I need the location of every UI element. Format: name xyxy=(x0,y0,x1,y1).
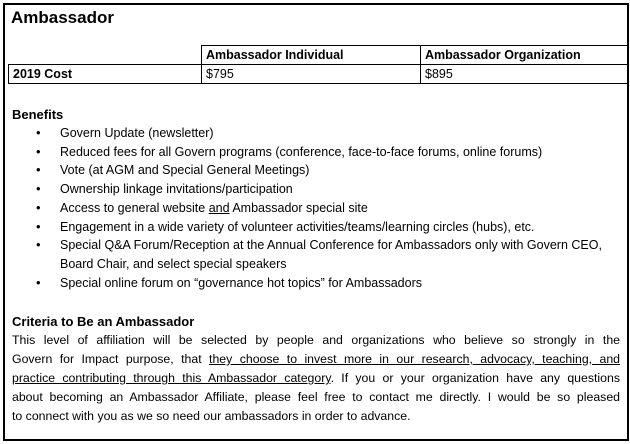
list-item: Engagement in a wide variety of voluntee… xyxy=(0,218,620,237)
paragraph-line: about becoming an Ambassador Affiliate, … xyxy=(12,388,620,407)
paragraph-line: to connect with you as we so need our am… xyxy=(12,407,620,426)
line-text: about becoming an Ambassador Affiliate, … xyxy=(12,390,620,404)
table-row: 2019 Cost $795 $895 xyxy=(8,64,629,84)
list-item: Special Q&A Forum/Reception at the Annua… xyxy=(0,236,620,273)
item-text: Access to general website xyxy=(60,200,209,215)
line-text: . If you or your organization have any q… xyxy=(330,371,620,385)
list-item: Govern Update (newsletter) xyxy=(0,124,620,143)
line-text: to connect with you as we so need our am… xyxy=(12,409,411,423)
benefits-heading: Benefits xyxy=(12,107,64,122)
table-cell: $895 xyxy=(420,64,629,84)
table-cell: 2019 Cost xyxy=(8,64,202,84)
table-cell: $795 xyxy=(201,64,421,84)
item-text: Ambassador special site xyxy=(229,200,368,215)
benefits-list: Govern Update (newsletter) Reduced fees … xyxy=(0,124,620,292)
list-item: Access to general website and Ambassador… xyxy=(0,199,620,218)
criteria-heading: Criteria to Be an Ambassador xyxy=(12,314,195,329)
cost-table: Ambassador Individual Ambassador Organiz… xyxy=(8,45,629,84)
table-header-row: Ambassador Individual Ambassador Organiz… xyxy=(8,45,629,65)
criteria-paragraph: This level of affiliation will be select… xyxy=(12,331,620,426)
line-text-underlined: they choose to invest more in our resear… xyxy=(209,352,620,366)
table-header-cell xyxy=(8,45,202,65)
table-header-cell: Ambassador Individual xyxy=(201,45,421,65)
page-title: Ambassador xyxy=(11,8,114,27)
paragraph-line: This level of affiliation will be select… xyxy=(12,331,620,350)
list-item: Ownership linkage invitations/participat… xyxy=(0,180,620,199)
line-text: Govern for Impact purpose, that xyxy=(12,352,210,366)
line-text-underlined: practice contributing through this Ambas… xyxy=(12,371,331,385)
line-text: This level of affiliation will be select… xyxy=(12,333,620,347)
list-item: Vote (at AGM and Special General Meeting… xyxy=(0,161,620,180)
item-text-underlined: and xyxy=(208,200,230,215)
list-item: Reduced fees for all Govern programs (co… xyxy=(0,143,620,162)
paragraph-line: practice contributing through this Ambas… xyxy=(12,369,620,388)
list-item: Special online forum on “governance hot … xyxy=(0,274,620,293)
table-header-cell: Ambassador Organization xyxy=(420,45,629,65)
paragraph-line: Govern for Impact purpose, that they cho… xyxy=(12,350,620,369)
